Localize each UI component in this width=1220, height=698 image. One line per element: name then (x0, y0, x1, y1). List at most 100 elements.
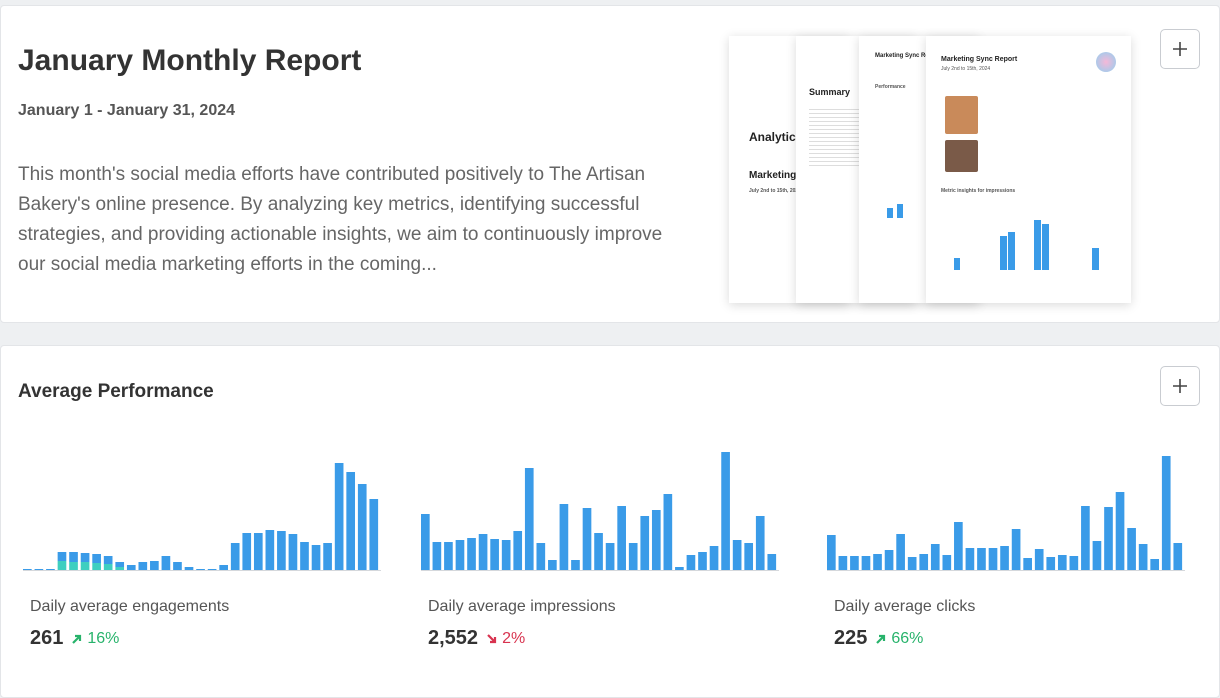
metric-value: 2,552 (428, 627, 479, 649)
bar (57, 561, 67, 570)
bar (300, 542, 309, 570)
bar (1057, 555, 1067, 570)
bar (69, 562, 78, 570)
bar (467, 538, 476, 570)
bar (334, 463, 344, 570)
metric-change: 66% (891, 629, 924, 647)
section-title: Average Performance (18, 381, 214, 402)
bar (150, 561, 159, 570)
bar (311, 545, 321, 570)
report-summary: This month's social media efforts have c… (18, 164, 663, 275)
bar (242, 533, 252, 570)
bar (1092, 541, 1102, 570)
bar (1069, 556, 1079, 570)
bar (115, 562, 125, 567)
bar (323, 543, 332, 570)
bar (827, 535, 836, 570)
bar (196, 569, 205, 570)
metric-change: 2% (502, 629, 526, 647)
bar (421, 514, 430, 570)
preview-text: Performance (875, 84, 906, 90)
bar (1046, 557, 1056, 570)
report-title: January Monthly Report (18, 44, 362, 77)
bar (536, 543, 546, 570)
metric-change: 16% (87, 629, 120, 647)
bar (253, 533, 263, 570)
bar (1150, 559, 1160, 570)
bar (207, 569, 217, 570)
bar (744, 543, 754, 570)
bar (1011, 529, 1021, 570)
trend-arrow (876, 634, 886, 644)
bar (455, 540, 465, 570)
bar (80, 562, 90, 570)
add-button[interactable] (1160, 366, 1200, 406)
bar (346, 472, 356, 570)
bar (288, 534, 298, 570)
bar (755, 516, 765, 570)
bar (432, 542, 442, 570)
bar (277, 531, 286, 570)
preview-text: Marketing Sync Report (875, 53, 941, 59)
bar (92, 563, 101, 570)
bar (161, 556, 171, 570)
bar (732, 540, 742, 570)
metric-value: 225 (834, 627, 868, 649)
bar (721, 452, 730, 570)
bar (1000, 546, 1009, 570)
metric-row: 225 66% (834, 627, 923, 650)
bar (919, 554, 929, 570)
trend-arrow (72, 634, 82, 644)
add-button[interactable] (1160, 29, 1200, 69)
bar (490, 539, 499, 570)
preview-text: July 2nd to 15th, 2024 (749, 188, 801, 194)
preview-text: Summary (809, 87, 851, 97)
bar (57, 552, 67, 561)
bar (663, 494, 673, 570)
preview-text: Metric insights for impressions (941, 188, 1016, 194)
bar (605, 543, 615, 570)
preview-insights: Marketing Sync Report July 2nd to 15th, … (926, 36, 1131, 303)
bar (884, 550, 894, 570)
bar (126, 565, 136, 570)
bar (173, 562, 182, 570)
bar (686, 555, 696, 570)
bar (46, 569, 55, 570)
trend-arrow (487, 633, 497, 643)
bar (1023, 558, 1032, 570)
bar (1173, 543, 1183, 570)
bar (907, 557, 917, 570)
bar (850, 556, 859, 570)
bar (138, 562, 148, 570)
bar (675, 567, 684, 570)
bar (1127, 528, 1136, 570)
bar (103, 564, 113, 570)
metric-row: 261 16% (30, 627, 119, 650)
bar (988, 548, 998, 570)
bar (838, 556, 848, 570)
bar (219, 565, 228, 570)
report-date: January 1 - January 31, 2024 (18, 102, 236, 119)
bar (230, 543, 240, 570)
bar (698, 552, 707, 570)
bar (69, 552, 78, 562)
bar (1161, 456, 1171, 570)
bar (513, 531, 523, 570)
bar (965, 548, 975, 570)
bar (34, 569, 44, 570)
bar (184, 567, 194, 570)
bar (1115, 492, 1125, 570)
bar (617, 506, 626, 570)
bar (977, 548, 986, 570)
metric-label: Daily average impressions (428, 598, 616, 615)
bar (628, 543, 638, 570)
bar (640, 516, 650, 570)
bar (896, 534, 905, 570)
bar (548, 560, 557, 570)
performance-card: Average Performance Daily average engage… (0, 345, 1220, 698)
bar (369, 499, 379, 570)
preview-text: July 2nd to 15th, 2024 (941, 66, 991, 72)
bar (524, 468, 534, 570)
preview-text: Marketing Sync Report (941, 56, 1018, 63)
